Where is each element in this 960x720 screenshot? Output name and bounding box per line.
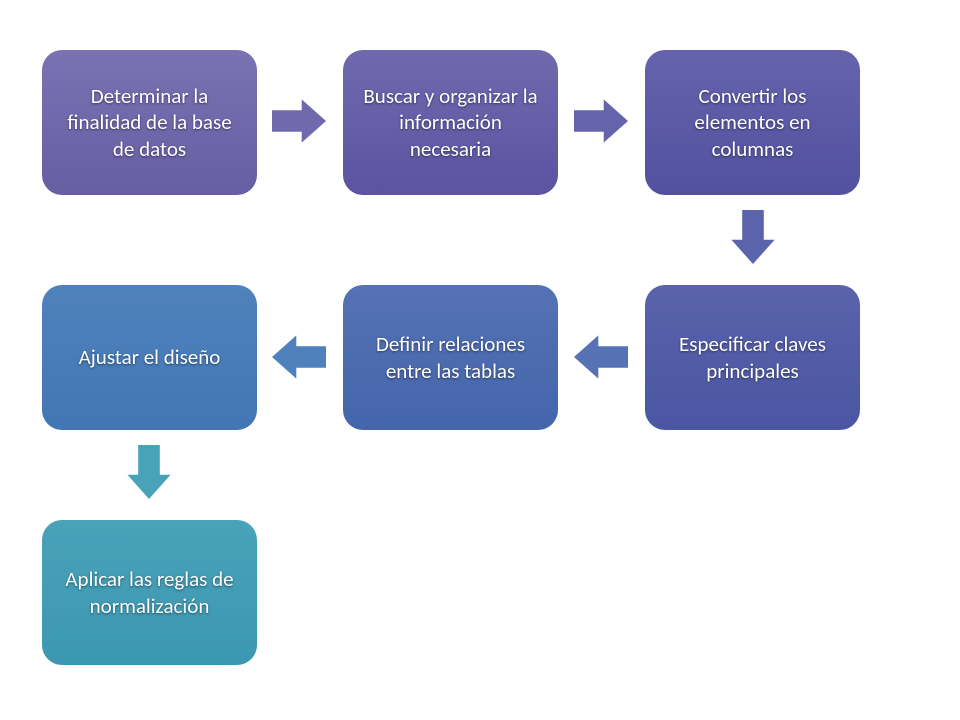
flow-arrow-4 — [574, 330, 628, 384]
flow-arrow-3 — [726, 210, 780, 264]
flow-node-7: Aplicar las reglas de normalización — [42, 520, 257, 665]
flow-node-5: Definir relaciones entre las tablas — [343, 285, 558, 430]
flow-node-label: Aplicar las reglas de normalización — [56, 566, 243, 619]
flow-node-label: Convertir los elementos en columnas — [659, 83, 846, 162]
flow-arrow-1 — [272, 94, 326, 148]
flow-node-label: Definir relaciones entre las tablas — [357, 331, 544, 384]
flow-node-6: Ajustar el diseño — [42, 285, 257, 430]
flow-node-3: Convertir los elementos en columnas — [645, 50, 860, 195]
flow-node-2: Buscar y organizar la información necesa… — [343, 50, 558, 195]
flow-node-4: Especificar claves principales — [645, 285, 860, 430]
flowchart-canvas: Determinar la finalidad de la base de da… — [0, 0, 960, 720]
flow-arrow-5 — [272, 330, 326, 384]
flow-node-label: Buscar y organizar la información necesa… — [357, 83, 544, 162]
flow-node-label: Determinar la finalidad de la base de da… — [56, 83, 243, 162]
flow-node-label: Ajustar el diseño — [79, 344, 221, 370]
flow-arrow-6 — [122, 445, 176, 499]
flow-node-1: Determinar la finalidad de la base de da… — [42, 50, 257, 195]
flow-node-label: Especificar claves principales — [659, 331, 846, 384]
flow-arrow-2 — [574, 94, 628, 148]
